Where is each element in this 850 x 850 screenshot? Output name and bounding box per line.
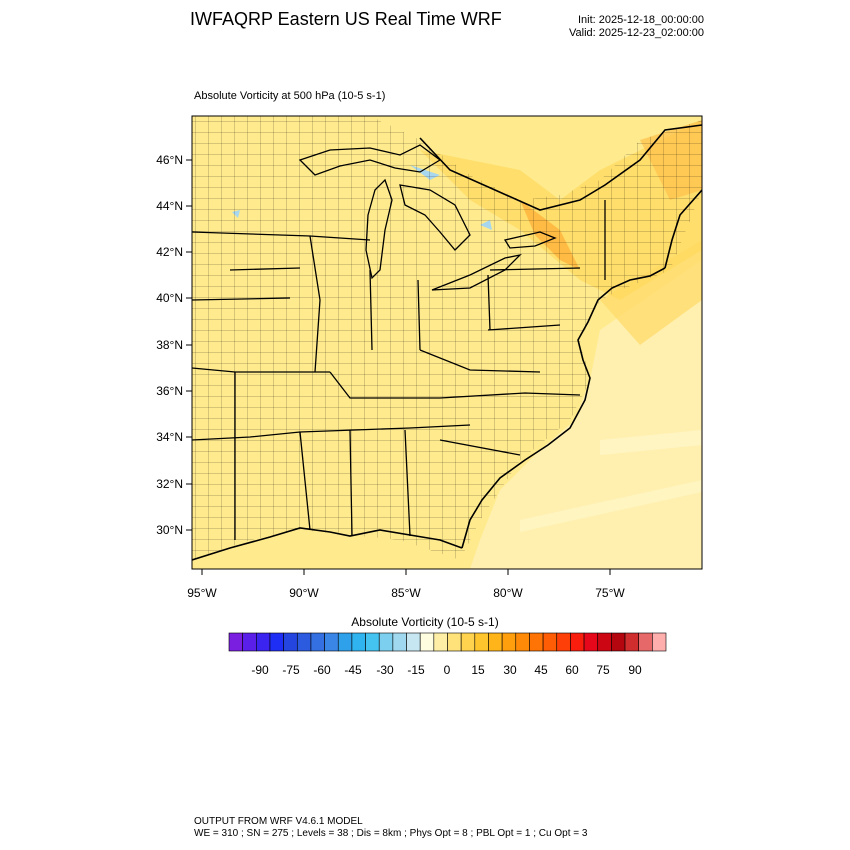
county-boundaries — [192, 116, 702, 560]
lat-label: 44°N — [156, 199, 183, 213]
colorbar-tick-label: 90 — [628, 663, 642, 677]
lon-label: 80°W — [493, 586, 523, 600]
colorbar-swatch — [433, 632, 448, 652]
field-subtitle: Absolute Vorticity at 500 hPa (10-5 s-1) — [194, 90, 386, 102]
colorbar-swatch — [474, 632, 489, 652]
colorbar-labels: -90 -75 -60 -45 -30 -15 0 15 30 45 60 75… — [251, 663, 642, 677]
lon-label: 95°W — [187, 586, 217, 600]
colorbar-swatch — [242, 632, 257, 652]
colorbar-swatch — [351, 632, 366, 652]
colorbar-swatch — [488, 632, 503, 652]
colorbar-tick-label: -60 — [313, 663, 331, 677]
colorbar-swatch — [529, 632, 544, 652]
colorbar-swatch — [652, 632, 667, 652]
colorbar-swatch — [419, 632, 435, 652]
colorbar-swatch — [624, 632, 639, 652]
colorbar-swatch — [570, 632, 585, 652]
map-area — [192, 116, 702, 569]
state-boundaries — [192, 200, 606, 540]
colorbar-swatch — [324, 632, 339, 652]
colorbar-tick-label: 45 — [534, 663, 548, 677]
lat-ticks — [186, 159, 192, 531]
colorbar-swatch — [406, 632, 421, 652]
lat-label: 30°N — [156, 523, 183, 537]
colorbar-swatch — [501, 632, 517, 652]
lat-label: 42°N — [156, 245, 183, 259]
colorbar — [228, 632, 667, 652]
footer-line-1: OUTPUT FROM WRF V4.6.1 MODEL — [194, 816, 363, 827]
coastline — [192, 124, 702, 561]
colorbar-swatch — [337, 632, 353, 652]
colorbar-tick-label: 60 — [565, 663, 579, 677]
colorbar-swatch — [611, 632, 626, 652]
valid-time: Valid: 2025-12-23_02:00:00 — [569, 27, 704, 39]
footer-line-2: WE = 310 ; SN = 275 ; Levels = 38 ; Dis … — [194, 828, 588, 839]
lon-label: 90°W — [289, 586, 319, 600]
lat-label: 36°N — [156, 384, 183, 398]
colorbar-swatch — [365, 632, 380, 652]
lat-labels: 46°N 44°N 42°N 40°N 38°N 36°N 34°N 32°N … — [156, 153, 183, 537]
lat-label: 32°N — [156, 477, 183, 491]
colorbar-tick-label: 75 — [596, 663, 610, 677]
colorbar-tick-label: 15 — [471, 663, 485, 677]
colorbar-swatch — [269, 632, 284, 652]
lon-label: 75°W — [595, 586, 625, 600]
colorbar-tick-label: -15 — [407, 663, 425, 677]
great-lakes — [298, 144, 557, 291]
lon-labels: 95°W 90°W 85°W 80°W 75°W — [187, 586, 625, 600]
lat-label: 46°N — [156, 153, 183, 167]
colorbar-tick-label: -30 — [376, 663, 394, 677]
time-info: Init: 2025-12-18_00:00:00 Valid: 2025-12… — [569, 14, 704, 40]
colorbar-tick-label: -90 — [251, 663, 269, 677]
colorbar-swatch — [542, 632, 558, 652]
colorbar-swatch — [228, 632, 243, 652]
colorbar-tick-label: -75 — [282, 663, 300, 677]
colorbar-swatch — [583, 632, 599, 652]
init-time: Init: 2025-12-18_00:00:00 — [578, 14, 704, 26]
colorbar-swatch — [638, 632, 653, 652]
colorbar-swatch — [447, 632, 462, 652]
chart-title: IWFAQRP Eastern US Real Time WRF — [190, 9, 502, 29]
lat-label: 40°N — [156, 291, 183, 305]
lon-label: 85°W — [391, 586, 421, 600]
colorbar-tick-label: 0 — [444, 663, 451, 677]
colorbar-swatch — [556, 632, 571, 652]
colorbar-title: Absolute Vorticity (10-5 s-1) — [351, 615, 499, 629]
colorbar-swatch — [256, 632, 271, 652]
colorbar-swatch — [460, 632, 476, 652]
model-footer: OUTPUT FROM WRF V4.6.1 MODEL WE = 310 ; … — [194, 816, 587, 840]
lon-ticks — [201, 569, 611, 575]
colorbar-swatch — [310, 632, 325, 652]
colorbar-swatch — [597, 632, 612, 652]
colorbar-swatch — [283, 632, 298, 652]
lat-label: 38°N — [156, 338, 183, 352]
plot-frame — [191, 115, 703, 570]
colorbar-tick-label: 30 — [503, 663, 517, 677]
colorbar-tick-label: -45 — [344, 663, 362, 677]
colorbar-swatch — [515, 632, 530, 652]
colorbar-swatch — [392, 632, 407, 652]
colorbar-swatch — [296, 632, 312, 652]
lat-label: 34°N — [156, 430, 183, 444]
colorbar-swatch — [378, 632, 394, 652]
